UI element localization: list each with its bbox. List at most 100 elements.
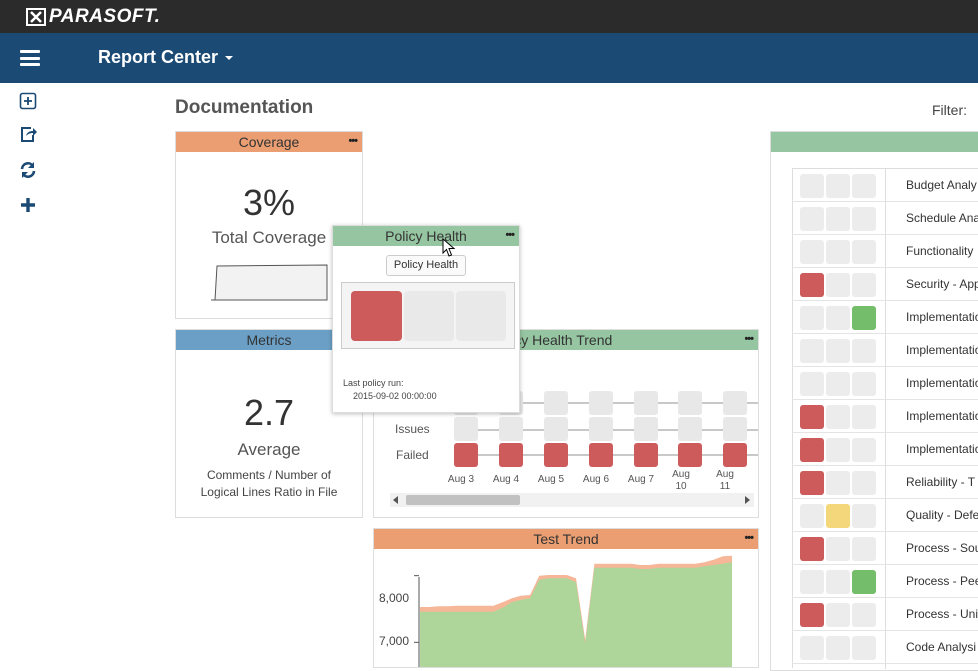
- test-trend-chart: [414, 555, 732, 667]
- date-label: Aug 6: [582, 474, 610, 485]
- issues-status-cell: [404, 291, 454, 341]
- scroll-right-icon[interactable]: [745, 496, 750, 504]
- status-cell: [826, 372, 850, 396]
- failed-cell[interactable]: [454, 443, 478, 467]
- policy-row[interactable]: Implementatio: [792, 334, 978, 367]
- status-cell: [800, 207, 824, 231]
- status-cell: [800, 372, 824, 396]
- app-title: Report Center: [98, 47, 219, 67]
- trend-cell[interactable]: [544, 417, 568, 441]
- metrics-description: Comments / Number of Logical Lines Ratio…: [200, 468, 338, 499]
- metrics-label: Average: [237, 440, 301, 459]
- plus-icon[interactable]: [18, 195, 38, 215]
- policy-health-status-box[interactable]: [341, 282, 515, 349]
- trend-cell[interactable]: [723, 391, 747, 415]
- failed-cell[interactable]: [723, 443, 747, 467]
- policy-row[interactable]: Implementatio: [792, 367, 978, 400]
- status-cell: [826, 438, 850, 462]
- trend-cell[interactable]: [589, 391, 613, 415]
- failed-cell[interactable]: [544, 443, 568, 467]
- date-label: Aug 7: [627, 474, 655, 485]
- metrics-value: 2.7: [243, 392, 295, 433]
- policy-row[interactable]: Code Analysi: [792, 631, 978, 664]
- policy-row[interactable]: Process - Uni: [792, 598, 978, 631]
- trend-cell[interactable]: [454, 417, 478, 441]
- trend-cell[interactable]: [723, 417, 747, 441]
- status-cell: [826, 504, 850, 528]
- status-cell: [800, 273, 824, 297]
- status-cell: [800, 306, 824, 330]
- refresh-icon[interactable]: [18, 160, 38, 180]
- policy-row[interactable]: Reliability - T: [792, 466, 978, 499]
- status-cell: [826, 537, 850, 561]
- add-widget-icon[interactable]: [18, 91, 38, 111]
- status-cell: [852, 207, 876, 231]
- widget-menu-icon[interactable]: •••: [744, 532, 754, 544]
- policy-row[interactable]: Budget Analy: [792, 169, 978, 202]
- status-cell: [800, 570, 824, 594]
- policy-row[interactable]: Implementatio: [792, 433, 978, 466]
- policy-row[interactable]: Security - App: [792, 268, 978, 301]
- nav-bar: [0, 33, 978, 83]
- trend-cell[interactable]: [544, 391, 568, 415]
- series-area-lower: [420, 562, 732, 667]
- failed-cell[interactable]: [589, 443, 613, 467]
- policy-row[interactable]: Implementatio: [792, 301, 978, 334]
- failed-cell[interactable]: [499, 443, 523, 467]
- scroll-left-icon[interactable]: [393, 496, 398, 504]
- failed-cell[interactable]: [634, 443, 658, 467]
- last-run-value: 2015-09-02 00:00:00: [353, 391, 437, 401]
- share-icon[interactable]: [18, 124, 38, 144]
- policy-label: Schedule Ana: [906, 211, 978, 225]
- policy-row[interactable]: Process - Sou: [792, 532, 978, 565]
- policy-label: Implementatio: [906, 376, 978, 390]
- trend-cell[interactable]: [499, 417, 523, 441]
- status-cell: [852, 405, 876, 429]
- policy-health-widget[interactable]: Policy Health ••• Policy Health Last pol…: [332, 225, 520, 413]
- horizontal-scrollbar[interactable]: [390, 493, 754, 507]
- trend-cell[interactable]: [589, 417, 613, 441]
- policy-label: Process - Pee: [906, 574, 978, 588]
- policy-row[interactable]: Schedule Ana: [792, 202, 978, 235]
- policy-label: Implementatio: [906, 442, 978, 456]
- date-label: Aug 11: [716, 469, 734, 492]
- coverage-sparkline: [211, 264, 328, 301]
- status-cell: [852, 537, 876, 561]
- policy-label: Implementatio: [906, 409, 978, 423]
- policy-label: Implementatio: [906, 343, 978, 357]
- trend-cell[interactable]: [634, 417, 658, 441]
- widget-menu-icon[interactable]: •••: [348, 135, 358, 147]
- metrics-header: Metrics: [176, 330, 362, 350]
- metrics-title: Metrics: [246, 332, 292, 348]
- test-trend-header: Test Trend •••: [374, 529, 758, 549]
- status-cell: [800, 636, 824, 660]
- widget-menu-icon[interactable]: •••: [744, 333, 754, 345]
- policy-row[interactable]: Implementatio: [792, 400, 978, 433]
- widget-menu-icon[interactable]: •••: [505, 229, 515, 241]
- status-cell: [852, 273, 876, 297]
- hamburger-menu-icon[interactable]: [20, 50, 40, 66]
- policy-label: Reliability - T: [906, 475, 976, 489]
- parasoft-logo: PARASOFT.: [26, 6, 160, 27]
- policy-health-title: Policy Health: [385, 228, 467, 244]
- trend-cell[interactable]: [634, 391, 658, 415]
- policy-row[interactable]: Functionality: [792, 235, 978, 268]
- failed-cell[interactable]: [678, 443, 702, 467]
- filter-label: Filter:: [932, 102, 967, 118]
- metrics-widget: Metrics 2.7 Average Comments / Number of…: [175, 329, 363, 518]
- date-label: Aug 10: [672, 469, 690, 492]
- status-cell: [852, 240, 876, 264]
- date-label: Aug 4: [492, 474, 520, 485]
- report-center-dropdown[interactable]: Report Center: [98, 47, 234, 68]
- coverage-widget: Coverage ••• 3% Total Coverage: [175, 131, 363, 319]
- status-cell: [826, 207, 850, 231]
- parasoft-logo-icon: [26, 8, 46, 26]
- scrollbar-thumb[interactable]: [406, 495, 520, 505]
- policy-row[interactable]: Process - Pee: [792, 565, 978, 598]
- trend-cell[interactable]: [678, 417, 702, 441]
- trend-cell[interactable]: [678, 391, 702, 415]
- policy-row[interactable]: Quality - Defe: [792, 499, 978, 532]
- policy-label: Quality - Defe: [906, 508, 978, 522]
- status-cell: [826, 471, 850, 495]
- policy-label: Process - Uni: [906, 607, 978, 621]
